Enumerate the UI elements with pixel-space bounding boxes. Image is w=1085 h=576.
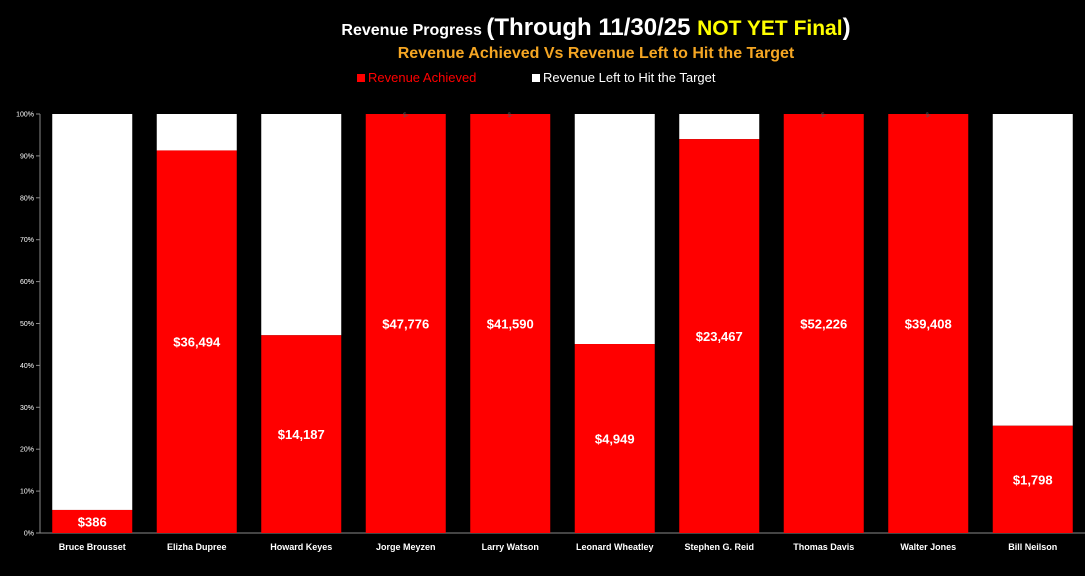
x-tick-label: Bill Neilson — [1008, 542, 1057, 552]
y-tick-label: 50% — [20, 321, 34, 328]
y-tick-label: 90% — [20, 153, 34, 160]
bar-left-to-hit — [992, 114, 1073, 426]
x-tick-label: Stephen G. Reid — [684, 542, 754, 552]
data-label-achieved: $47,776 — [382, 317, 429, 332]
legend-label-left: Revenue Left to Hit the Target — [543, 70, 716, 85]
bar-left-to-hit — [679, 114, 760, 140]
data-label-achieved: $14,187 — [278, 427, 325, 442]
title-part-2: (Through 11/30/25 — [486, 14, 698, 41]
data-label-achieved: $23,467 — [696, 329, 743, 344]
bar-achieved — [888, 114, 969, 533]
bar-achieved — [992, 425, 1073, 533]
chart-title: Revenue Progress (Through 11/30/25 NOT Y… — [0, 14, 1085, 42]
x-tick-label: Leonard Wheatley — [576, 542, 654, 552]
title-part-1: Revenue Progress — [341, 22, 487, 39]
x-tick-label: Walter Jones — [900, 542, 956, 552]
data-label-achieved: $52,226 — [800, 317, 847, 332]
legend-item-achieved: Revenue Achieved — [357, 70, 476, 85]
bar-left-to-hit — [261, 114, 342, 336]
bar-achieved — [261, 335, 342, 533]
y-tick-label: 40% — [20, 363, 34, 370]
data-label-left-to-hit: $- — [926, 113, 931, 119]
y-tick-label: 60% — [20, 279, 34, 286]
bar-achieved — [783, 114, 864, 533]
title-part-4: ) — [842, 14, 851, 41]
y-tick-label: 100% — [16, 112, 34, 119]
data-label-left-to-hit: $- — [403, 113, 408, 119]
data-label-achieved: $39,408 — [905, 317, 952, 332]
x-tick-label: Elizha Dupree — [167, 542, 227, 552]
title-part-3: NOT YET Final — [697, 17, 843, 40]
x-tick-label: Thomas Davis — [793, 542, 854, 552]
legend-item-left: Revenue Left to Hit the Target — [532, 70, 715, 85]
bar-left-to-hit — [52, 114, 133, 510]
data-label-left-to-hit: $- — [508, 113, 513, 119]
chart-subtitle: Revenue Achieved Vs Revenue Left to Hit … — [397, 45, 795, 62]
bar-achieved — [156, 150, 237, 533]
bar-achieved — [574, 344, 655, 533]
y-tick-label: 20% — [20, 447, 34, 454]
data-label-achieved: $36,494 — [173, 335, 221, 350]
y-tick-label: 0% — [24, 531, 34, 538]
y-tick-label: 10% — [20, 489, 34, 496]
bar-achieved — [470, 114, 551, 533]
legend-swatch-left — [532, 73, 540, 82]
bar-left-to-hit — [574, 114, 655, 345]
x-tick-label: Jorge Meyzen — [376, 542, 436, 552]
y-tick-label: 80% — [20, 195, 34, 202]
data-label-achieved: $41,590 — [487, 317, 534, 332]
bar-achieved — [679, 139, 760, 533]
data-label-achieved: $4,949 — [595, 432, 635, 447]
x-tick-label: Larry Watson — [482, 542, 539, 552]
y-tick-label: 30% — [20, 405, 34, 412]
legend-label-achieved: Revenue Achieved — [368, 70, 477, 85]
data-label-achieved: $1,798 — [1013, 472, 1053, 487]
bar-achieved — [52, 509, 133, 533]
y-tick-label: 70% — [20, 237, 34, 244]
bar-achieved — [365, 114, 446, 533]
data-label-left-to-hit: $- — [821, 113, 826, 119]
x-tick-label: Bruce Brousset — [59, 542, 126, 552]
legend-swatch-achieved — [357, 73, 365, 82]
x-tick-label: Howard Keyes — [270, 542, 332, 552]
data-label-achieved: $386 — [78, 514, 107, 529]
bar-left-to-hit — [156, 114, 237, 151]
